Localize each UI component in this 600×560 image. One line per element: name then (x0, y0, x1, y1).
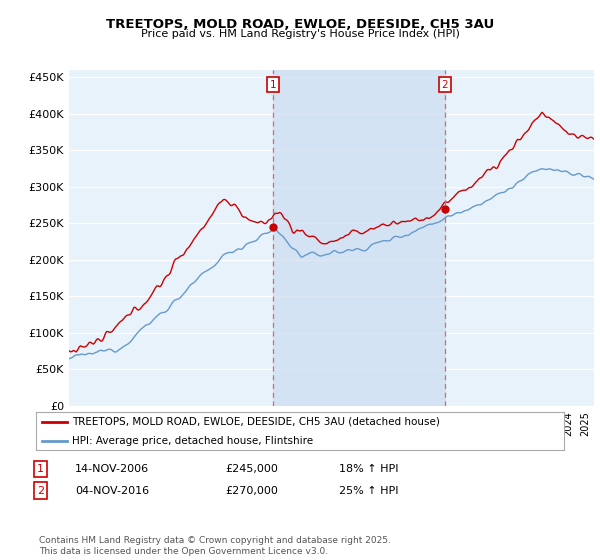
Text: TREETOPS, MOLD ROAD, EWLOE, DEESIDE, CH5 3AU (detached house): TREETOPS, MOLD ROAD, EWLOE, DEESIDE, CH5… (72, 417, 440, 427)
Text: 18% ↑ HPI: 18% ↑ HPI (339, 464, 398, 474)
Text: Contains HM Land Registry data © Crown copyright and database right 2025.
This d: Contains HM Land Registry data © Crown c… (39, 536, 391, 556)
Text: 25% ↑ HPI: 25% ↑ HPI (339, 486, 398, 496)
Text: 2: 2 (37, 486, 44, 496)
Text: £270,000: £270,000 (225, 486, 278, 496)
Text: TREETOPS, MOLD ROAD, EWLOE, DEESIDE, CH5 3AU: TREETOPS, MOLD ROAD, EWLOE, DEESIDE, CH5… (106, 18, 494, 31)
Text: HPI: Average price, detached house, Flintshire: HPI: Average price, detached house, Flin… (72, 436, 313, 446)
Text: Price paid vs. HM Land Registry's House Price Index (HPI): Price paid vs. HM Land Registry's House … (140, 29, 460, 39)
Text: 14-NOV-2006: 14-NOV-2006 (75, 464, 149, 474)
Text: 1: 1 (270, 80, 277, 90)
Text: 2: 2 (442, 80, 448, 90)
Text: 1: 1 (37, 464, 44, 474)
Text: £245,000: £245,000 (225, 464, 278, 474)
Text: 04-NOV-2016: 04-NOV-2016 (75, 486, 149, 496)
Bar (274, 70, 445, 406)
